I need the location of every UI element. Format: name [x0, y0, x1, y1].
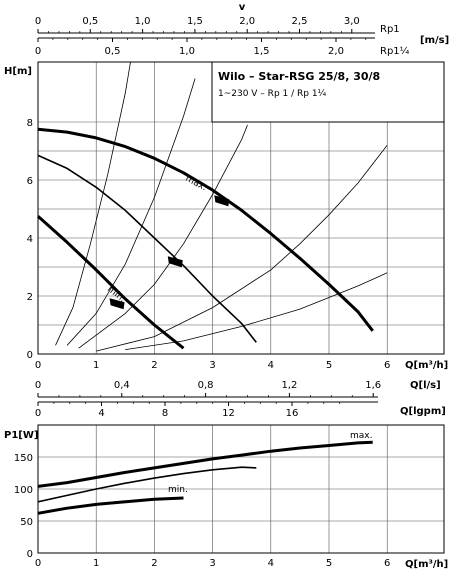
v-tick-label: 2,5 [292, 16, 308, 27]
ls-tick-label: 1,6 [365, 380, 381, 391]
head-y-tick-label: 8 [27, 118, 33, 129]
chart-title: Wilo – Star-RSG 25/8, 30/8 [218, 70, 380, 83]
head-chart-xlabel: Q[m³/h] [405, 360, 448, 371]
operating-marker [167, 256, 183, 268]
velocity-ticks-rp1: 0 0,5 1,0 1,5 2,0 2,5 3,0 [35, 16, 360, 33]
system-curve [96, 144, 388, 352]
title-box [211, 61, 445, 123]
power-curve-series-1 [37, 466, 257, 503]
gpm-tick-label: 8 [162, 408, 168, 419]
r-tick-label: 1,0 [179, 46, 195, 57]
head-x-tick-label: 3 [209, 360, 215, 371]
power-x-tick-label: 6 [384, 558, 390, 569]
power-y-tick-label: 50 [20, 517, 33, 528]
rp1-label: Rp1 [380, 24, 400, 35]
ls-tick-label: 1,2 [281, 380, 297, 391]
head-y-tick-label: 0 [27, 350, 33, 361]
head-curve-series-2 [37, 215, 185, 350]
head-x-tick-label: 2 [151, 360, 157, 371]
head-chart-y-ticks: 0 2 4 6 8 [27, 118, 33, 361]
r-tick-label: 0,5 [105, 46, 121, 57]
head-x-tick-label: 4 [268, 360, 274, 371]
head-curves [37, 127, 374, 350]
flow-axis-ls-label: Q[l/s] [410, 380, 441, 391]
flow-axis-gpm-label: Q[lgpm] [400, 406, 446, 417]
head-curve-series-1 [37, 154, 257, 343]
head-chart-ylabel: H[m] [4, 66, 32, 77]
v-tick-label: 1,0 [135, 16, 151, 27]
gpm-tick-label: 12 [222, 408, 235, 419]
ls-tick-label: 0 [35, 380, 41, 391]
ls-tick-label: 0,4 [114, 380, 130, 391]
system-curve [125, 272, 388, 350]
system-curve [66, 78, 196, 346]
power-x-tick-label: 0 [35, 558, 41, 569]
head-chart-x-ticks: 0 1 2 3 4 5 6 [35, 360, 391, 371]
velocity-unit: [m/s] [420, 35, 449, 46]
head-chart: 0 1 2 3 4 5 6 0 2 4 6 8 H[m] Q[m³/h] Wilo – Star-R… [4, 61, 448, 371]
system-curves [55, 62, 388, 352]
power-chart: 0 1 2 3 4 5 6 0 50 100 150 P1[W] Q[m³/h] max. min… [4, 424, 448, 570]
power-chart-ylabel: P1[W] [4, 430, 38, 441]
velocity-axis-v: v 0 0,5 1,0 1,5 2,0 2,5 3,0 Rp1 [m/s] [35, 2, 449, 46]
power-series-label-max: max. [350, 431, 372, 441]
head-y-tick-label: 6 [27, 176, 33, 187]
power-chart-y-ticks: 0 50 100 150 [14, 453, 33, 560]
power-curve-series-0 [37, 440, 373, 488]
power-chart-grid [38, 425, 444, 553]
series-label-max: max. [184, 174, 209, 193]
velocity-axis-rp114: 0 0,5 1,0 1,5 2,0 Rp1¼ [35, 37, 410, 57]
rp114-label: Rp1¼ [380, 45, 410, 57]
power-chart-frame [37, 424, 445, 554]
power-series-label-min: min. [168, 485, 188, 495]
operating-marker [214, 195, 230, 207]
power-y-tick-label: 100 [14, 485, 33, 496]
v-tick-label: 2,0 [239, 16, 255, 27]
power-x-tick-label: 2 [151, 558, 157, 569]
r-tick-label: 2,0 [328, 46, 344, 57]
operating-marker [109, 298, 125, 310]
head-y-tick-label: 2 [27, 292, 33, 303]
velocity-axis-label: v [239, 2, 246, 13]
power-x-tick-label: 1 [93, 558, 99, 569]
power-x-tick-label: 5 [326, 558, 332, 569]
head-y-tick-label: 4 [27, 234, 33, 245]
r-tick-label: 0 [35, 46, 41, 57]
v-tick-label: 0,5 [82, 16, 98, 27]
system-curve [78, 124, 248, 349]
power-chart-xlabel: Q[m³/h] [405, 559, 448, 570]
velocity-ticks-rp114: 0 0,5 1,0 1,5 2,0 [35, 38, 367, 57]
power-chart-x-ticks: 0 1 2 3 4 5 6 [35, 558, 391, 569]
r-tick-label: 1,5 [254, 46, 270, 57]
flow-axis-ls: 0 0,4 0,8 1,2 1,6 Q[l/s] [35, 380, 441, 398]
operating-markers [109, 195, 230, 310]
v-tick-label: 0 [35, 16, 41, 27]
head-x-tick-label: 1 [93, 360, 99, 371]
power-x-tick-label: 4 [268, 558, 274, 569]
head-x-tick-label: 0 [35, 360, 41, 371]
power-y-tick-label: 150 [14, 453, 33, 464]
v-tick-label: 1,5 [187, 16, 203, 27]
ls-tick-label: 0,8 [198, 380, 214, 391]
power-curve-series-2 [37, 496, 184, 515]
gpm-tick-label: 0 [35, 408, 41, 419]
system-curve [55, 62, 131, 346]
gpm-tick-label: 16 [286, 408, 299, 419]
gpm-tick-label: 4 [98, 408, 104, 419]
flow-axis-gpm-ticks: 0 4 8 12 16 [35, 402, 341, 419]
power-curves [37, 440, 373, 515]
head-curve-series-0 [37, 127, 374, 332]
chart-subtitle: 1~230 V – Rp 1 / Rp 1¼ [218, 89, 327, 99]
flow-axis-gpm: 0 4 8 12 16 Q[lgpm] [35, 401, 446, 419]
head-x-tick-label: 5 [326, 360, 332, 371]
v-tick-label: 3,0 [344, 16, 360, 27]
flow-axis-ls-ticks: 0 0,4 0,8 1,2 1,6 [35, 380, 381, 397]
power-y-tick-label: 0 [27, 549, 33, 560]
power-x-tick-label: 3 [209, 558, 215, 569]
head-x-tick-label: 6 [384, 360, 390, 371]
